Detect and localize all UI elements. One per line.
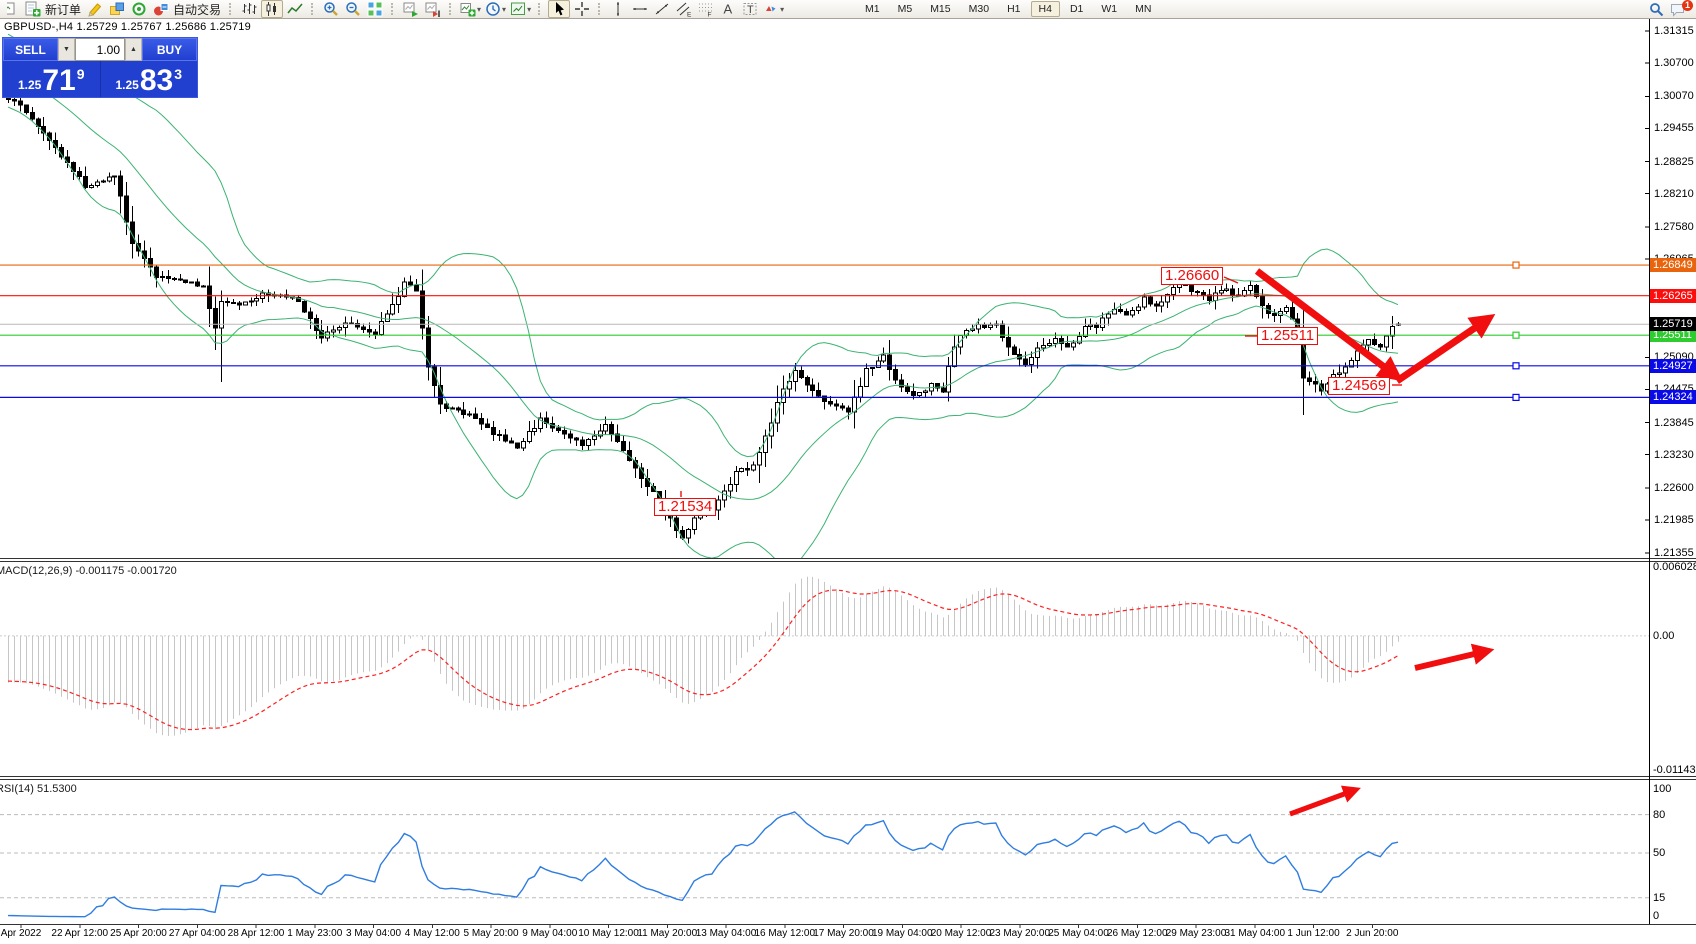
- notification-badge: 1: [1682, 0, 1693, 11]
- sell-price-big: 71: [42, 64, 76, 97]
- new-chart-icon[interactable]: ▾: [459, 1, 482, 17]
- trend-arrow: [1395, 314, 1496, 384]
- zoom-in-icon[interactable]: [321, 1, 341, 17]
- timeframe-button-m30[interactable]: M30: [968, 3, 990, 15]
- toolbar-separator: [311, 3, 315, 15]
- label-icon[interactable]: T: [740, 1, 760, 17]
- timeframe-button-mn[interactable]: MN: [1135, 3, 1152, 15]
- toolbar-separator: [229, 3, 233, 15]
- buy-price-big: 83: [139, 64, 174, 97]
- timeframe-button-w1[interactable]: W1: [1101, 3, 1118, 15]
- rsi-indicator-label: RSI(14) 51.5300: [0, 783, 77, 795]
- timeframe-button-h4[interactable]: H4: [1030, 1, 1060, 17]
- trend-arrow: [1414, 643, 1495, 671]
- volume-input[interactable]: [75, 38, 125, 61]
- line-chart-icon[interactable]: [285, 1, 305, 17]
- svg-text:T: T: [747, 4, 754, 16]
- trend-arrows: [1254, 268, 1496, 817]
- buy-price-sup: 3: [174, 66, 183, 82]
- cut-chart-icon[interactable]: [1, 1, 21, 17]
- text-icon[interactable]: A: [718, 1, 738, 17]
- zoom-out-icon[interactable]: [343, 1, 363, 17]
- autotrading-icon[interactable]: [151, 1, 171, 17]
- buy-price-display[interactable]: 1.25 83 3: [101, 61, 198, 97]
- trend-arrow: [1289, 785, 1361, 817]
- arrows-icon[interactable]: ▾: [762, 1, 785, 17]
- one-click-trading-panel: SELL ▼ ▲ BUY 1.25 71 9 1.25 83 3: [2, 37, 198, 98]
- hline-icon[interactable]: [630, 1, 650, 17]
- annotation-price-box-low[interactable]: 1.21534: [654, 498, 717, 516]
- panel-borders: [0, 18, 1696, 928]
- main-price-panel: [6, 33, 1401, 558]
- chart-end-icon[interactable]: [423, 1, 443, 17]
- highlighter-icon[interactable]: [85, 1, 105, 17]
- periods-icon[interactable]: ▾: [484, 1, 507, 17]
- fibonacci-icon[interactable]: F: [696, 1, 716, 17]
- metaeditor-icon[interactable]: [107, 1, 127, 17]
- svg-text:E: E: [687, 12, 692, 18]
- new-order-icon[interactable]: [23, 1, 43, 17]
- sell-price-sup: 9: [76, 66, 85, 82]
- timeframe-button-h1[interactable]: H1: [1007, 3, 1021, 15]
- timeframe-button-m15[interactable]: M15: [930, 3, 951, 15]
- crosshair-icon[interactable]: [572, 1, 592, 17]
- timeframe-button-d1[interactable]: D1: [1069, 3, 1084, 15]
- timeframe-toolbar: M1 M5 M15 M30 H1 H4 D1 W1 MN: [856, 0, 1160, 18]
- chart-ohlc-readout: GBPUSD-,H4 1.25729 1.25767 1.25686 1.257…: [4, 21, 251, 33]
- toolbar: 新订单 自动交易 ▾ ▾ ▾ E F A T ▾ M1 M5 M15 M30 H1 H4 D1 W1 MN 1: [0, 0, 1696, 19]
- search-icon[interactable]: [1646, 1, 1666, 17]
- buy-price-small: 1.25: [115, 78, 139, 92]
- cursor-icon[interactable]: [548, 0, 571, 18]
- annotation-price-box-pullback[interactable]: 1.24569: [1328, 377, 1391, 395]
- annotation-price-box-high[interactable]: 1.26660: [1161, 267, 1224, 285]
- templates-icon[interactable]: ▾: [509, 1, 532, 17]
- macd-indicator-label: MACD(12,26,9) -0.001175 -0.001720: [0, 565, 177, 577]
- volume-decrease-button[interactable]: ▼: [57, 38, 75, 61]
- toolbar-separator: [538, 3, 542, 15]
- svg-text:A: A: [724, 2, 733, 17]
- svg-text:F: F: [708, 12, 712, 18]
- bar-chart-icon[interactable]: [239, 1, 259, 17]
- buy-button[interactable]: BUY: [142, 38, 197, 61]
- vline-icon[interactable]: [608, 1, 628, 17]
- sell-button[interactable]: SELL: [3, 38, 58, 61]
- timeframe-button-m1[interactable]: M1: [865, 3, 880, 15]
- new-order-label[interactable]: 新订单: [45, 2, 82, 17]
- macd-panel: [0, 576, 1649, 737]
- trend-arrow: [1254, 268, 1404, 382]
- tile-windows-icon[interactable]: [365, 1, 385, 17]
- sell-price-display[interactable]: 1.25 71 9: [3, 61, 101, 97]
- channel-icon[interactable]: E: [674, 1, 694, 17]
- volume-increase-button[interactable]: ▲: [125, 38, 143, 61]
- autotrading-label[interactable]: 自动交易: [173, 2, 222, 17]
- toolbar-separator: [391, 3, 395, 15]
- trendline-icon[interactable]: [652, 1, 672, 17]
- signals-icon[interactable]: [129, 1, 149, 17]
- toolbar-separator: [449, 3, 453, 15]
- chart-forward-icon[interactable]: [401, 1, 421, 17]
- sell-price-small: 1.25: [17, 78, 42, 92]
- timeframe-button-m5[interactable]: M5: [897, 3, 913, 15]
- rsi-panel: [0, 811, 1649, 918]
- notifications-chat-icon[interactable]: 1: [1668, 0, 1693, 17]
- candlestick-chart-icon[interactable]: [261, 0, 284, 18]
- annotation-price-box-support[interactable]: 1.25511: [1257, 327, 1319, 345]
- toolbar-separator: [598, 3, 602, 15]
